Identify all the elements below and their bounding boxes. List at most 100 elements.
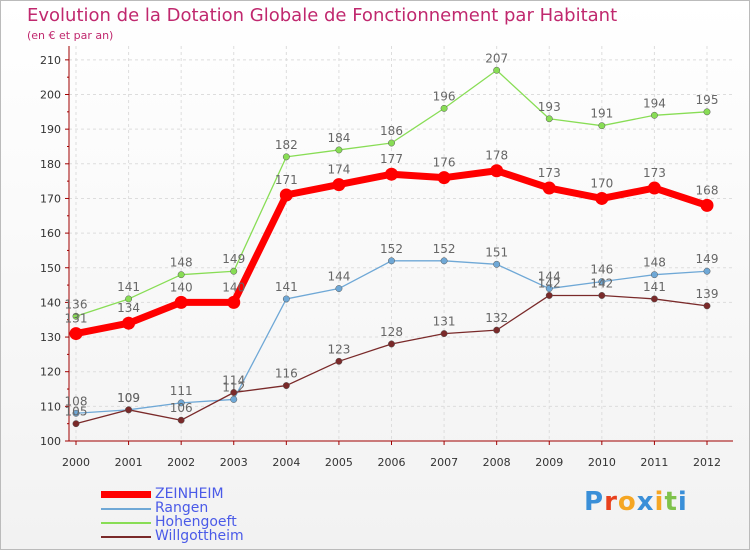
data-label: 128 [380, 325, 403, 339]
data-point [440, 104, 448, 112]
y-tick-label: 110 [40, 400, 61, 413]
data-label: 114 [222, 373, 245, 387]
data-point [647, 181, 661, 195]
data-point [227, 295, 241, 309]
data-label: 148 [170, 256, 193, 270]
y-tick-label: 200 [40, 89, 61, 102]
data-point [650, 111, 658, 119]
data-point [72, 420, 80, 428]
y-tick-label: 150 [40, 262, 61, 275]
legend-label: ZEINHEIM [155, 486, 224, 502]
data-point [703, 267, 711, 275]
data-point [598, 278, 606, 286]
logo-letter: i [654, 487, 665, 517]
data-point [493, 260, 501, 268]
data-label: 146 [590, 263, 613, 277]
data-point [72, 409, 80, 417]
data-point [388, 340, 395, 348]
data-label: 152 [433, 242, 456, 256]
data-point [282, 295, 290, 303]
data-point [125, 295, 133, 303]
legend-label: Rangen [155, 500, 209, 516]
data-label: 173 [538, 166, 561, 180]
data-label: 177 [380, 152, 403, 166]
data-point [332, 178, 346, 192]
data-label: 141 [117, 280, 140, 294]
x-tick-label: 2011 [640, 456, 668, 469]
data-label: 173 [643, 166, 666, 180]
data-label: 142 [590, 276, 613, 290]
y-tick-label: 210 [40, 54, 61, 67]
data-label: 140 [222, 280, 245, 294]
data-label: 108 [65, 394, 88, 408]
data-point [650, 295, 658, 303]
data-label: 139 [696, 287, 719, 301]
data-point [177, 399, 185, 407]
data-point [440, 330, 448, 338]
data-point [542, 181, 556, 195]
x-tick-label: 2004 [272, 456, 300, 469]
data-label: 109 [117, 391, 140, 405]
data-label: 112 [222, 380, 245, 394]
data-label: 191 [590, 107, 613, 121]
y-tick-label: 180 [40, 158, 61, 171]
data-point [335, 357, 343, 365]
data-label: 131 [65, 312, 88, 326]
data-point [177, 271, 185, 279]
chart-title: Evolution de la Dotation Globale de Fonc… [27, 5, 618, 26]
y-tick-label: 160 [40, 227, 61, 240]
legend-swatch [101, 508, 151, 510]
data-label: 136 [65, 297, 88, 311]
data-point [650, 271, 658, 279]
data-point [440, 257, 448, 265]
x-tick-label: 2000 [62, 456, 90, 469]
data-label: 194 [643, 96, 666, 110]
data-label: 111 [170, 384, 193, 398]
data-label: 116 [275, 367, 298, 381]
legend-swatch [101, 491, 151, 498]
data-point [598, 292, 606, 299]
data-point [72, 312, 80, 320]
data-point [335, 146, 343, 154]
data-label: 170 [590, 176, 613, 190]
data-label: 132 [485, 311, 508, 325]
data-point [703, 108, 711, 116]
logo-letter: r [604, 487, 618, 517]
data-point [335, 285, 343, 292]
data-label: 140 [170, 280, 193, 294]
data-label: 174 [327, 163, 350, 177]
y-tick-label: 190 [40, 123, 61, 136]
x-tick-label: 2009 [535, 456, 563, 469]
data-point [69, 327, 83, 341]
data-label: 149 [222, 252, 245, 266]
data-label: 148 [643, 256, 666, 270]
data-label: 178 [485, 149, 508, 163]
data-point [230, 395, 238, 403]
data-label: 207 [485, 51, 508, 65]
data-label: 144 [538, 270, 561, 284]
x-tick-label: 2010 [588, 456, 616, 469]
data-point [230, 267, 238, 275]
data-label: 142 [538, 276, 561, 290]
x-tick-label: 2003 [220, 456, 248, 469]
proxiti-logo: Proxiti [584, 487, 688, 517]
data-label: 184 [327, 131, 350, 145]
data-label: 106 [170, 401, 193, 415]
data-label: 193 [538, 100, 561, 114]
data-label: 141 [275, 280, 298, 294]
data-label: 151 [485, 245, 508, 259]
x-tick-label: 2012 [693, 456, 721, 469]
legend-swatch [101, 522, 151, 524]
data-point [177, 416, 185, 424]
data-point [490, 164, 504, 178]
data-point [125, 406, 133, 414]
legend-swatch [101, 536, 151, 538]
logo-letter: o [617, 487, 637, 517]
data-label: 109 [117, 391, 140, 405]
x-tick-label: 2008 [483, 456, 511, 469]
data-label: 123 [327, 342, 350, 356]
legend-label: Willgottheim [155, 528, 244, 544]
data-label: 105 [65, 405, 88, 419]
